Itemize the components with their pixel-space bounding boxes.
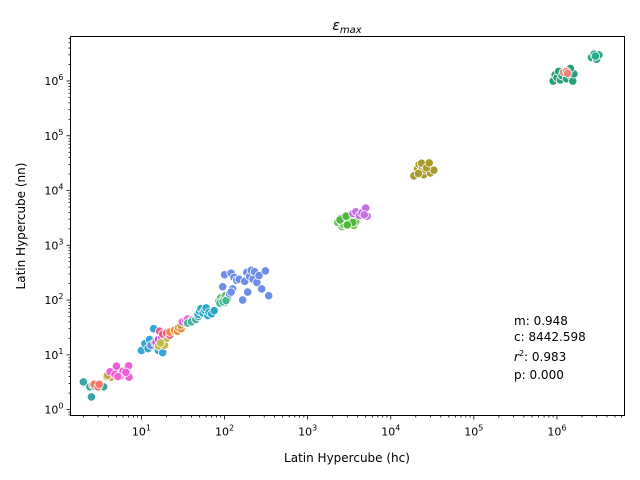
y-tick-label: 102: [44, 292, 63, 307]
data-point: [257, 284, 267, 294]
data-point: [342, 220, 352, 230]
data-point: [94, 379, 104, 389]
x-axis-ticks: 101 102 103 104 105 106: [82, 415, 623, 439]
data-point: [243, 287, 253, 297]
regression-annotation: m: 0.948 c: 8442.598 r2: 0.983 p: 0.000: [514, 314, 586, 382]
data-point: [260, 266, 270, 276]
y-tick-label: 101: [44, 347, 63, 362]
data-point: [209, 306, 219, 316]
data-point: [121, 367, 131, 377]
x-tick-label: 103: [298, 424, 317, 439]
data-point: [86, 392, 97, 402]
annotation-r2: r2: 0.983: [514, 349, 566, 364]
chart-title: εmax: [332, 18, 361, 36]
y-axis-ticks: 100 101 102 103 104 105 106: [44, 38, 71, 417]
data-point: [226, 287, 236, 297]
data-point: [78, 377, 88, 387]
data-point: [359, 210, 369, 220]
data-point: [113, 372, 123, 382]
y-tick-label: 100: [44, 402, 63, 417]
x-axis-label: Latin Hypercube (hc): [284, 451, 410, 465]
data-point: [424, 158, 434, 168]
data-point: [413, 168, 423, 179]
data-point: [590, 51, 600, 61]
y-tick-label: 104: [44, 183, 63, 198]
y-tick-label: 106: [44, 73, 63, 88]
y-tick-label: 103: [44, 237, 63, 252]
x-tick-label: 104: [381, 424, 400, 439]
x-tick-label: 105: [464, 424, 483, 439]
data-point: [238, 295, 248, 305]
data-point: [563, 68, 573, 78]
annotation-m: m: 0.948: [514, 314, 568, 328]
data-point: [218, 282, 228, 292]
annotation-p: p: 0.000: [514, 368, 564, 382]
y-tick-label: 105: [44, 128, 63, 143]
data-points: [78, 49, 604, 402]
data-point: [264, 291, 274, 301]
x-tick-label: 101: [132, 424, 151, 439]
data-point: [254, 270, 264, 281]
x-tick-label: 106: [547, 424, 566, 439]
y-axis-label: Latin Hypercube (nn): [14, 163, 28, 290]
data-point: [156, 338, 166, 348]
x-tick-label: 102: [215, 424, 234, 439]
annotation-c: c: 8442.598: [514, 330, 586, 344]
